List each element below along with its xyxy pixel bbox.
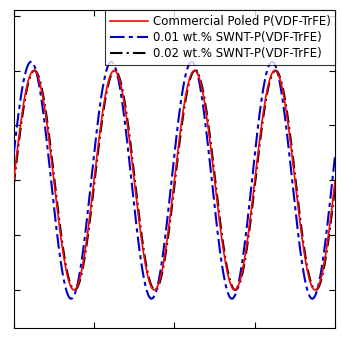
Legend: Commercial Poled P(VDF-TrFE), 0.01 wt.% SWNT-P(VDF-TrFE), 0.02 wt.% SWNT-P(VDF-T: Commercial Poled P(VDF-TrFE), 0.01 wt.% …: [105, 10, 335, 65]
